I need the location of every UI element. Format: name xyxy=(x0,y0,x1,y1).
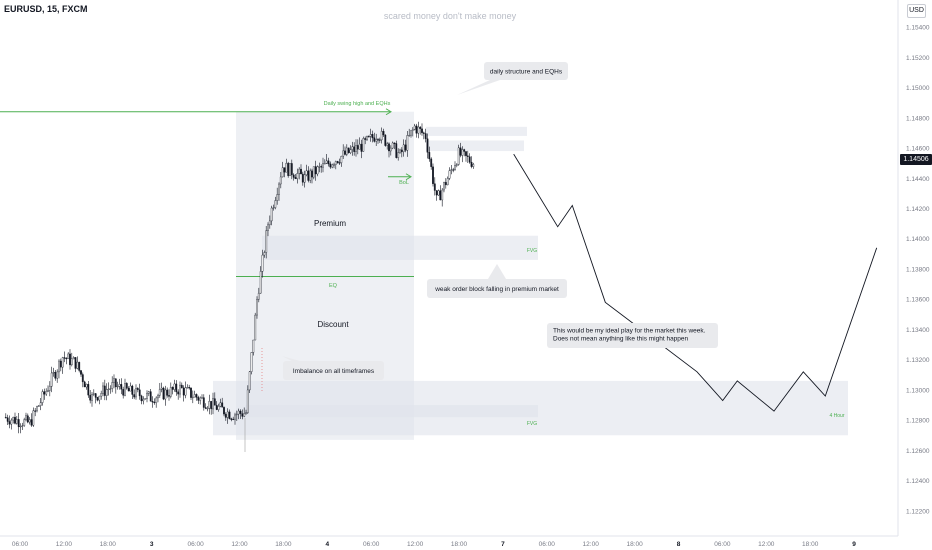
callout-ideal-play-text-1: This would be my ideal play for the mark… xyxy=(553,328,706,335)
callout-ideal-play[interactable]: This would be my ideal play for the mark… xyxy=(547,323,718,348)
orderblock-zone-upper xyxy=(426,126,527,136)
y-tick-label: 1.14200 xyxy=(906,206,930,213)
eq-label: EQ xyxy=(329,283,338,289)
bol-label: BoL xyxy=(399,180,409,186)
callout-imbalance-tail xyxy=(282,356,300,361)
y-tick-label: 1.13000 xyxy=(906,387,930,394)
bullish-candles xyxy=(10,125,475,428)
daily-swing-high-label: Daily swing high and EQHs xyxy=(324,101,391,107)
callout-ideal-play-text-2: Does not mean anything like this might h… xyxy=(553,336,689,343)
callouts-layer: daily structure and EQHs weak order block… xyxy=(244,62,718,452)
currency-button[interactable]: USD xyxy=(907,4,926,18)
symbol-title[interactable]: EURUSD, 15, FXCM xyxy=(4,4,88,14)
x-tick-label: 06:00 xyxy=(363,541,380,548)
callout-daily-structure-tail xyxy=(457,80,500,95)
x-tick-label: 8 xyxy=(677,541,681,548)
x-tick-label: 06:00 xyxy=(714,541,731,548)
bearish-candles xyxy=(4,125,473,427)
projection-layer xyxy=(513,153,878,412)
x-tick-label: 18:00 xyxy=(626,541,643,548)
bol-arrow-icon xyxy=(405,173,412,181)
x-tick-label: 12:00 xyxy=(407,541,424,548)
x-tick-label: 06:00 xyxy=(12,541,29,548)
callout-daily-structure-box xyxy=(484,62,568,80)
callout-imbalance-text: Imbalance on all timeframes xyxy=(293,368,375,375)
y-tick-label: 1.14400 xyxy=(906,176,930,183)
four-hour-label: 4 Hour xyxy=(829,413,844,419)
levels-layer: Daily swing high and EQHs EQ BoL xyxy=(0,101,414,289)
x-tick-label: 06:00 xyxy=(187,541,204,548)
x-tick-label: 4 xyxy=(325,541,329,548)
y-tick-label: 1.15200 xyxy=(906,55,930,62)
four-hour-zone xyxy=(213,380,848,436)
discount-label: Discount xyxy=(317,320,349,329)
y-tick-label: 1.12200 xyxy=(906,508,930,515)
callout-imbalance[interactable]: Imbalance on all timeframes xyxy=(282,356,384,380)
x-tick-label: 3 xyxy=(150,541,154,548)
callout-daily-structure-text: daily structure and EQHs xyxy=(490,69,563,76)
x-tick-label: 18:00 xyxy=(451,541,468,548)
level-arrow-icon xyxy=(385,108,392,116)
fvg-zone-upper xyxy=(262,235,538,260)
y-tick-label: 1.14600 xyxy=(906,146,930,153)
fvg-label-lower: FVG xyxy=(527,421,537,427)
callout-weak-order-block-text: weak order block falling in premium mark… xyxy=(434,286,559,293)
y-tick-label: 1.14000 xyxy=(906,236,930,243)
y-tick-label: 1.15400 xyxy=(906,25,930,32)
y-tick-label: 1.13400 xyxy=(906,327,930,334)
x-tick-label: 9 xyxy=(852,541,856,548)
callout-weak-order-block[interactable]: weak order block falling in premium mark… xyxy=(427,264,567,298)
x-tick-label: 18:00 xyxy=(275,541,292,548)
y-tick-label: 1.12600 xyxy=(906,448,930,455)
y-tick-label: 1.14800 xyxy=(906,115,930,122)
zones-layer: Premium Discount FVG FVG 4 Hour xyxy=(213,111,848,440)
x-tick-label: 12:00 xyxy=(231,541,248,548)
y-tick-label: 1.12400 xyxy=(906,478,930,485)
candles-layer xyxy=(4,121,475,434)
orderblock-zone-lower xyxy=(426,140,524,152)
callout-weak-order-block-tail xyxy=(488,264,506,279)
x-tick-label: 12:00 xyxy=(583,541,600,548)
watermark-text: scared money don't make money xyxy=(383,11,517,21)
last-price-tag: 1.14506 xyxy=(900,154,932,165)
y-axis: 1.15400 1.15200 1.15000 1.14800 1.14600 1.144… xyxy=(897,0,930,536)
x-tick-label: 18:00 xyxy=(802,541,819,548)
x-tick-label: 18:00 xyxy=(100,541,117,548)
callout-ideal-play-box xyxy=(547,323,718,348)
y-tick-label: 1.12800 xyxy=(906,418,930,425)
premium-label: Premium xyxy=(314,219,346,228)
x-axis: 06:00 12:00 18:00 3 06:00 12:00 18:00 4 06:00 12:… xyxy=(0,535,898,548)
callout-daily-structure[interactable]: daily structure and EQHs xyxy=(457,62,568,95)
x-tick-label: 7 xyxy=(501,541,505,548)
callout-imbalance-box xyxy=(283,361,384,380)
y-tick-label: 1.15000 xyxy=(906,85,930,92)
x-tick-label: 12:00 xyxy=(758,541,775,548)
fvg-label-upper: FVG xyxy=(527,248,537,254)
projection-path xyxy=(513,153,878,412)
y-tick-label: 1.13600 xyxy=(906,297,930,304)
callout-weak-order-block-box xyxy=(427,279,567,298)
x-tick-label: 12:00 xyxy=(56,541,73,548)
x-tick-label: 06:00 xyxy=(539,541,556,548)
y-tick-label: 1.13200 xyxy=(906,357,930,364)
y-tick-label: 1.13800 xyxy=(906,266,930,273)
